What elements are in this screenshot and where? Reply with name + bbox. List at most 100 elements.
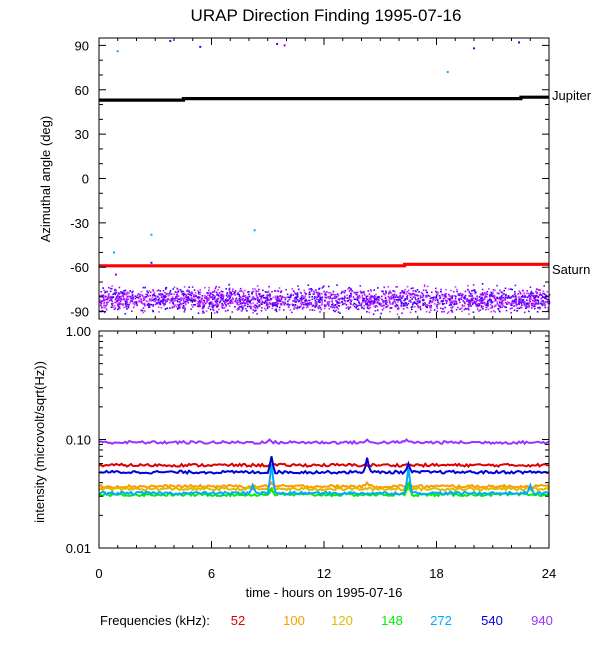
azimuth-band-point [166,300,168,302]
azimuth-band-point [125,301,127,304]
azimuth-band-point [349,292,352,295]
azimuth-band-point [373,300,375,303]
azimuth-band-point [356,296,359,299]
azimuth-band-point [131,310,133,312]
azimuth-band-point [496,301,499,303]
azimuth-band-point [196,305,199,307]
azimuth-band-point [265,304,268,307]
time-axis-label: time - hours on 1995-07-16 [246,585,403,600]
azimuth-band-point [374,301,376,303]
azimuth-band-point [211,306,214,308]
azimuth-band-point [444,306,446,309]
azimuth-band-point [518,290,520,292]
azimuth-band-point [110,296,112,299]
azimuth-band-point [268,301,271,304]
azimuth-band-point [308,299,310,302]
azimuth-band-point [308,304,310,306]
azimuth-band-point [187,297,189,299]
azimuth-band-point [523,294,526,297]
azimuth-band-point [216,300,219,303]
azimuth-band-point [206,301,208,303]
azimuth-band-point [118,306,121,309]
azimuth-band-point [304,298,307,301]
azimuth-band-point [114,298,117,301]
azimuth-band-point [131,296,133,298]
azimuth-band-point [114,289,117,291]
azimuth-band-point [296,306,299,308]
azimuth-band-point [436,307,439,309]
azimuth-band-point [368,297,371,300]
azimuth-band-point [403,304,406,306]
azimuth-band-point [469,302,471,305]
azimuth-band-point [101,309,104,312]
azimuth-band-point [236,293,239,295]
azimuth-band-point [419,305,422,308]
azimuth-band-point [416,289,419,291]
azimuth-band-point [533,295,536,297]
azimuth-band-point [318,297,321,299]
azimuth-band-point [436,310,439,313]
azimuth-band-point [317,306,320,308]
azimuth-outlier-point [283,44,286,47]
azimuth-band-point [497,304,500,306]
azimuth-band-point [277,296,279,299]
azimuth-band-point [183,306,185,308]
azimuth-band-point [278,309,281,311]
azimuth-band-point [112,293,114,295]
azimuth-band-point [439,297,441,300]
azimuth-band-point [348,286,350,289]
azimuth-band-point [480,293,482,295]
azimuth-band-point [275,310,278,313]
azimuth-band-point [379,304,382,306]
azimuth-band-point [475,291,477,294]
azimuth-band-point [484,301,486,304]
azimuth-band-point [316,292,319,294]
azimuth-band-point [355,306,357,309]
azimuth-band-point [189,293,191,296]
azimuth-band-point [371,295,373,297]
azimuth-band-point [212,308,214,311]
azimuth-band-point [194,291,197,294]
azimuth-band-point [293,308,295,310]
azimuth-band-point [186,296,188,299]
azimuth-band-point [473,300,476,303]
azimuth-band-point [491,301,493,304]
azimuth-band-point [462,293,464,296]
azimuth-band-point [488,295,491,297]
azimuth-band-point [526,299,528,302]
azimuth-band-point [524,296,527,298]
azimuth-band-point [144,296,146,298]
azimuth-band-point [170,293,173,295]
azimuth-band-point [155,302,158,304]
azimuth-band-point [469,299,471,301]
azimuth-band-point [102,296,105,299]
azimuth-band-point [136,294,139,297]
azimuth-band-point [315,296,317,298]
azimuth-band-point [505,293,507,296]
azimuth-y-tick-label: 90 [75,38,89,53]
azimuth-band-point [396,304,399,307]
azimuth-band-point [140,300,143,303]
azimuth-band-point [413,294,416,297]
azimuth-band-point [206,300,208,302]
azimuth-band-point [471,299,473,302]
azimuth-band-point [269,297,272,300]
azimuth-band-point [196,303,199,305]
azimuth-band-point [144,304,146,307]
azimuth-band-point [534,295,537,297]
azimuth-band-point [485,306,487,309]
azimuth-band-point [267,290,270,293]
azimuth-band-point [244,295,247,297]
azimuth-band-point [232,293,234,295]
azimuth-band-point [115,291,118,294]
azimuth-band-point [139,295,141,298]
azimuth-band-point [398,296,401,298]
azimuth-band-point [190,292,193,295]
azimuth-band-point [409,311,412,314]
azimuth-band-point [499,306,501,309]
azimuth-band-point [125,297,127,300]
azimuth-band-point [531,307,533,309]
azimuth-band-point [354,292,356,294]
azimuth-y-tick-label: -90 [70,305,89,320]
azimuth-band-point [106,303,108,305]
